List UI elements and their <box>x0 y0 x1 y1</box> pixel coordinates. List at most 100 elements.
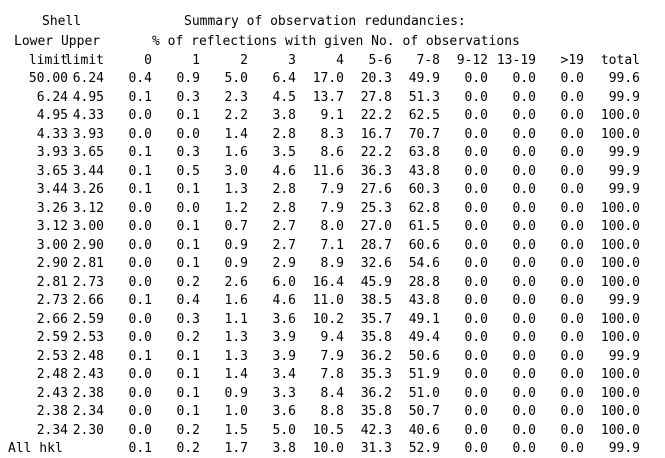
cell-obs-3: 2.8 <box>272 182 296 197</box>
cell-obs-1: 0.1 <box>176 367 200 382</box>
cell-obs-4: 8.3 <box>320 126 344 142</box>
cell-obs-1: 0.2 <box>176 274 200 290</box>
cell-obs-13-19: 0.0 <box>512 89 536 105</box>
cell-obs-5-6: 42.3 <box>360 422 392 438</box>
cell-obs-9-12: 0.0 <box>464 182 488 197</box>
cell-obs-9-12: 0.0 <box>464 200 488 216</box>
cell-obs-3: 6.4 <box>272 71 296 86</box>
cell-obs-0: 0.1 <box>128 163 152 179</box>
cell-upper-limit: 4.95 <box>72 89 104 105</box>
cell-obs-13-19: 0.0 <box>512 422 536 438</box>
cell-obs-13-19: 0.0 <box>512 404 536 419</box>
cell-obs-0: 0.0 <box>128 311 152 327</box>
cell-obs-4: 7.9 <box>320 200 344 216</box>
cell-obs-1: 0.0 <box>176 200 200 216</box>
cell-obs-9-12: 0.0 <box>464 330 488 345</box>
cell-obs-0: 0.0 <box>128 274 152 290</box>
cell-obs-2: 1.0 <box>224 404 248 419</box>
cell-obs-5-6: 22.2 <box>360 145 392 160</box>
summary-label: All hkl <box>8 441 63 456</box>
cell-lower-limit: 3.65 <box>36 163 68 179</box>
cell-obs-0: 0.0 <box>128 422 152 438</box>
cell-obs-13-19: 0.0 <box>512 237 536 253</box>
cell-obs-5-6: 35.8 <box>360 404 392 419</box>
cell-obs-3: 3.9 <box>272 348 296 364</box>
cell-lower-limit: 4.95 <box>36 108 68 123</box>
cell-obs-7-8: 43.8 <box>408 163 440 179</box>
cell-obs-1: 0.1 <box>176 182 200 197</box>
cell-upper-limit: 2.53 <box>72 330 104 345</box>
cell-obs-2: 2.6 <box>224 274 248 290</box>
table-row: 2.43 2.38 0.0 0.1 0.9 3.3 8.4 36.2 51.0 0.0 0.0 0.0… <box>0 385 665 403</box>
cell-obs-over-19: 0.0 <box>560 219 584 234</box>
table-row: 3.65 3.44 0.1 0.5 3.0 4.6 11.6 36.3 43.8 0.0 0.0 0.… <box>0 163 665 181</box>
cell-obs-2: 1.5 <box>224 422 248 438</box>
cell-obs-5-6: 32.6 <box>360 256 392 271</box>
cell-obs-over-19: 0.0 <box>560 182 584 197</box>
cell-obs-1: 0.1 <box>176 404 200 419</box>
cell-obs-3: 2.7 <box>272 219 296 234</box>
cell-obs-7-8: 60.6 <box>408 237 440 253</box>
cell-obs-over-19: 0.0 <box>560 330 584 345</box>
cell-upper-limit: 2.48 <box>72 348 104 364</box>
cell-obs-5-6: 16.7 <box>360 126 392 142</box>
column-header-lower-limit: limit <box>28 53 68 68</box>
table-row: 2.48 2.43 0.0 0.1 1.4 3.4 7.8 35.3 51.9 0.0 0.0 0.0… <box>0 366 665 384</box>
column-header-upper-limit: limit <box>64 53 104 68</box>
cell-obs-5-6: 27.8 <box>360 89 392 105</box>
cell-obs-13-19: 0.0 <box>512 274 536 290</box>
cell-obs-9-12: 0.0 <box>464 163 488 179</box>
cell-obs-3: 4.6 <box>272 163 296 179</box>
cell-obs-0: 0.1 <box>128 182 152 197</box>
cell-total: 100.0 <box>600 200 640 216</box>
cell-upper-limit: 2.30 <box>72 422 104 438</box>
cell-obs-9-12: 0.0 <box>464 293 488 308</box>
cell-obs-13-19: 0.0 <box>512 311 536 327</box>
table-row: 3.12 3.00 0.0 0.1 0.7 2.7 8.0 27.0 61.5 0.0 0.0 0.0… <box>0 218 665 236</box>
cell-obs-13-19: 0.0 <box>512 163 536 179</box>
cell-obs-0: 0.0 <box>128 385 152 401</box>
cell-obs-3: 2.8 <box>272 200 296 216</box>
cell-obs-0: 0.0 <box>128 237 152 253</box>
cell-obs-5-6: 35.3 <box>360 367 392 382</box>
cell-obs-13-19: 0.0 <box>512 71 536 86</box>
cell-obs-1: 0.9 <box>176 71 200 86</box>
table-row: 4.33 3.93 0.0 0.0 1.4 2.8 8.3 16.7 70.7 0.0 0.0 0.0… <box>0 126 665 144</box>
cell-obs-5-6: 20.3 <box>360 71 392 86</box>
cell-obs-1: 0.1 <box>176 385 200 401</box>
cell-obs-9-12: 0.0 <box>464 256 488 271</box>
cell-obs-7-8: 51.9 <box>408 367 440 382</box>
cell-obs-13-19: 0.0 <box>512 219 536 234</box>
cell-obs-3: 3.3 <box>272 385 296 401</box>
cell-obs-2: 1.3 <box>224 348 248 364</box>
cell-lower-limit: 6.24 <box>36 89 68 105</box>
cell-obs-5-6: 36.2 <box>360 385 392 401</box>
cell-obs-over-19: 0.0 <box>560 126 584 142</box>
column-header-total: total <box>600 53 640 68</box>
cell-obs-4: 8.8 <box>320 404 344 419</box>
cell-obs-0: 0.0 <box>128 219 152 234</box>
cell-obs-0: 0.0 <box>128 404 152 419</box>
cell-obs-2: 2.2 <box>224 108 248 123</box>
cell-total: 100.0 <box>600 126 640 142</box>
cell-obs-7-8: 50.7 <box>408 404 440 419</box>
cell-obs-2: 0.9 <box>224 256 248 271</box>
column-header-obs-7-8: 7-8 <box>416 53 440 68</box>
cell-lower-limit: 2.81 <box>36 274 68 290</box>
table-title: Summary of observation redundancies: <box>184 14 466 29</box>
cell-total: 99.9 <box>608 293 640 308</box>
table-row: 2.34 2.30 0.0 0.2 1.5 5.0 10.5 42.3 40.6 0.0 0.0 0.… <box>0 422 665 440</box>
cell-obs-5-6: 36.2 <box>360 348 392 364</box>
table-row: 2.81 2.73 0.0 0.2 2.6 6.0 16.4 45.9 28.8 0.0 0.0 0.… <box>0 274 665 292</box>
column-header-obs-0: 0 <box>144 53 152 68</box>
cell-upper-limit: 6.24 <box>72 71 104 86</box>
cell-obs-3: 2.7 <box>272 237 296 253</box>
cell-obs-4: 11.6 <box>312 163 344 179</box>
cell-obs-2: 1.3 <box>224 182 248 197</box>
cell-lower-limit: 2.48 <box>36 367 68 382</box>
cell-lower-limit: 4.33 <box>36 126 68 142</box>
cell-lower-limit: 2.73 <box>36 293 68 308</box>
cell-obs-9-12: 0.0 <box>464 71 488 86</box>
summary-obs-4: 10.0 <box>312 441 344 456</box>
